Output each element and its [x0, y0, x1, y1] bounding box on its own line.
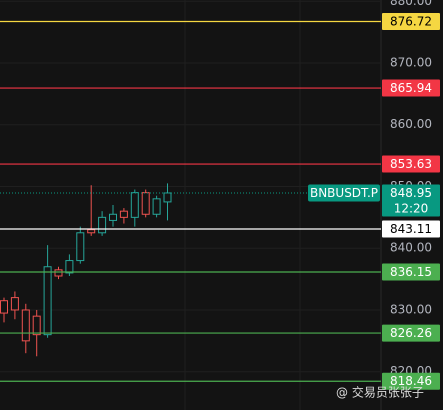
price-level-tag	[382, 263, 440, 281]
y-tick-label: 880.00	[390, 0, 432, 8]
candle-body	[76, 232, 85, 262]
price-level-tag	[382, 12, 440, 30]
candle-body	[98, 216, 107, 234]
candle-body	[32, 315, 41, 336]
candle-body	[10, 297, 19, 311]
price-level-label: 876.72	[390, 14, 432, 28]
candle-body	[119, 210, 128, 218]
price-level-label: 836.15	[390, 265, 432, 279]
price-level-tag	[382, 372, 440, 390]
candle-body	[163, 192, 172, 203]
last-price-tag	[382, 184, 440, 217]
y-tick-label: 840.00	[390, 241, 432, 255]
price-level-label: 843.11	[390, 222, 432, 236]
y-tick-label: 860.00	[390, 117, 432, 131]
price-level-tag	[382, 155, 440, 173]
candle-body	[130, 192, 139, 218]
y-tick-label: 870.00	[390, 55, 432, 69]
candle-body	[141, 192, 150, 215]
candle-body	[43, 266, 52, 336]
watermark: @ 交易员张张子	[336, 385, 424, 400]
candle-body	[54, 269, 63, 277]
price-level-label: 853.63	[390, 157, 432, 171]
candle-body	[87, 229, 96, 234]
price-level-tag	[382, 324, 440, 342]
price-level-label: 818.46	[390, 374, 432, 388]
price-level-label: 826.26	[390, 326, 432, 340]
candle-body	[152, 198, 161, 215]
candle-body	[0, 300, 8, 314]
price-level-tag	[382, 79, 440, 97]
symbol-tag	[308, 184, 380, 202]
price-level-label: 865.94	[390, 81, 432, 95]
price-level-tag	[382, 220, 440, 238]
candle-body	[109, 213, 117, 221]
countdown-label: 12:20	[394, 201, 429, 215]
candle-body	[21, 309, 30, 342]
last-price-label: 848.95	[390, 186, 432, 200]
symbol-label: BNBUSDT.P	[310, 186, 378, 200]
candle-body	[65, 260, 74, 274]
y-tick-label: 830.00	[390, 302, 432, 316]
